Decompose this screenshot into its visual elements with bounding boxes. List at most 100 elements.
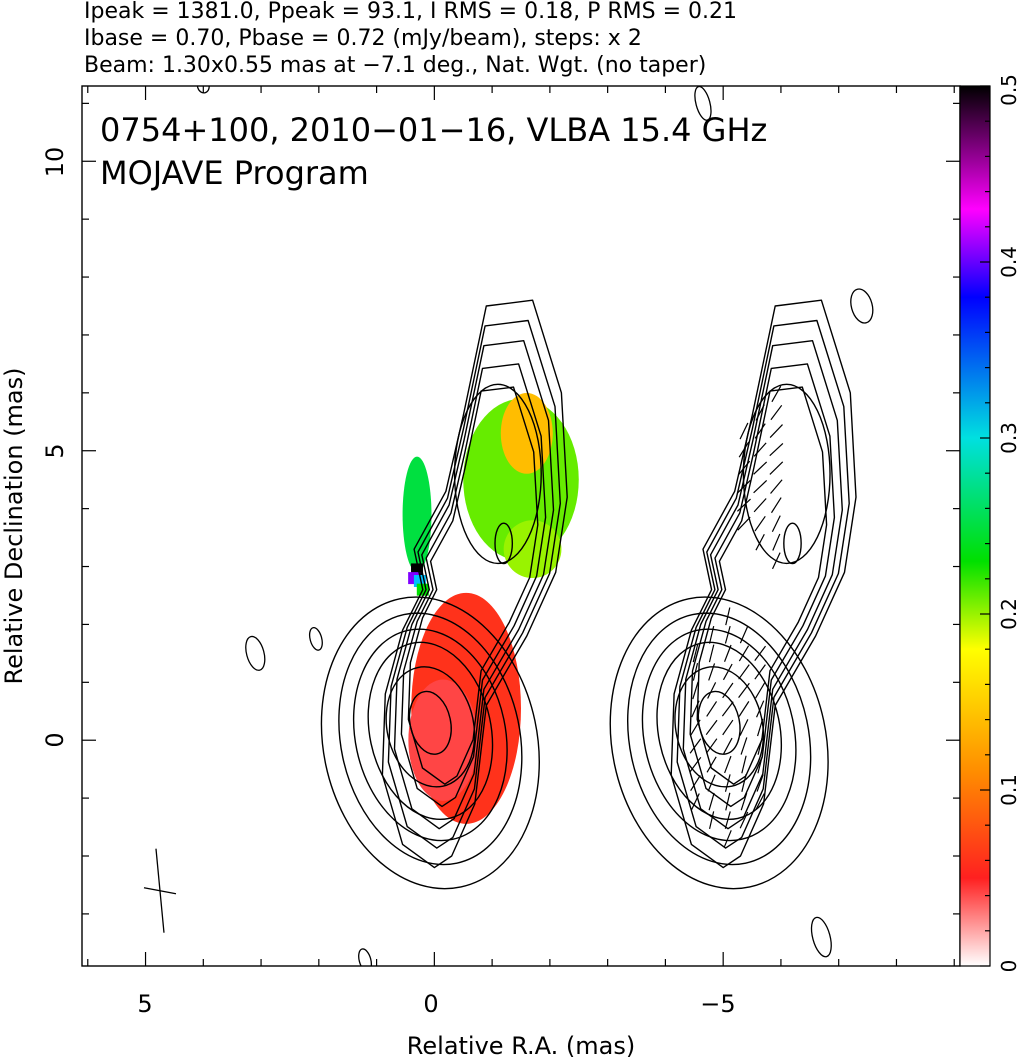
- header-intensity-stats: Ipeak = 1381.0, Ppeak = 93.1, I RMS = 0.…: [84, 0, 737, 24]
- left-core-contour-5: [320, 596, 540, 890]
- evpa-stick-65: [737, 460, 751, 476]
- evpa-stick-54: [755, 533, 765, 551]
- evpa-stick-61: [770, 497, 782, 514]
- evpa-stick-10: [707, 774, 716, 792]
- evpa-stick-22: [740, 737, 748, 755]
- evpa-stick-71: [739, 422, 749, 440]
- polarization-region-5: [402, 456, 432, 573]
- evpa-stick-32: [738, 701, 750, 717]
- beam-minor-axis: [143, 887, 177, 895]
- evpa-stick-37: [738, 682, 750, 698]
- evpa-stick-55: [772, 533, 781, 551]
- evpa-stick-18: [757, 755, 763, 774]
- y-tick-label-0: 0: [41, 732, 69, 747]
- chart-title: 0754+100, 2010−01−16, VLBA 15.4 GHz: [100, 111, 767, 149]
- left-extended-contour-1: [494, 522, 514, 565]
- evpa-stick-4: [691, 793, 700, 810]
- evpa-stick-9: [690, 775, 701, 791]
- evpa-stick-8: [755, 793, 765, 810]
- right-core-contour-2: [656, 641, 783, 821]
- colorbar-label-0.4: 0.4: [997, 246, 1021, 278]
- evpa-stick-44: [692, 644, 699, 663]
- evpa-stick-34: [692, 681, 699, 700]
- left-jet-contour-1: [387, 319, 561, 849]
- evpa-stick-73: [769, 424, 783, 438]
- evpa-stick-56: [737, 516, 751, 531]
- evpa-stick-72: [754, 423, 766, 439]
- colorbar-label-0.3: 0.3: [997, 422, 1021, 454]
- evpa-stick-0: [723, 830, 732, 848]
- noise-blob-3: [850, 288, 874, 324]
- x-tick-label-5: 5: [137, 990, 152, 1018]
- evpa-stick-63: [753, 479, 768, 494]
- left-extended-contour-0: [453, 383, 542, 565]
- evpa-stick-3: [739, 811, 749, 829]
- evpa-stick-74: [755, 404, 765, 421]
- evpa-stick-21: [723, 737, 733, 755]
- evpa-stick-1: [708, 811, 715, 830]
- evpa-stick-29: [691, 700, 700, 718]
- evpa-stick-35: [707, 682, 717, 699]
- evpa-stick-62: [737, 479, 751, 494]
- evpa-stick-57: [754, 515, 766, 532]
- evpa-stick-5: [708, 792, 715, 811]
- y-axis-label: Relative Declination (mas): [0, 367, 28, 684]
- evpa-stick-52: [725, 607, 731, 626]
- evpa-stick-67: [769, 461, 784, 475]
- header-beam-info: Beam: 1.30x0.55 mas at −7.1 deg., Nat. W…: [84, 53, 707, 78]
- evpa-stick-49: [708, 625, 715, 644]
- colorbar: [959, 85, 991, 967]
- evpa-stick-25: [705, 719, 718, 736]
- polarization-region-4: [500, 392, 553, 474]
- evpa-stick-76: [771, 385, 782, 403]
- evpa-stick-69: [753, 442, 767, 457]
- right-extended-contour-1: [783, 522, 802, 565]
- right-core-contour-3: [641, 628, 797, 842]
- evpa-stick-16: [724, 755, 732, 774]
- evpa-stick-39: [692, 662, 699, 681]
- evpa-stick-24: [690, 719, 701, 736]
- evpa-stick-19: [689, 738, 702, 754]
- evpa-sticks: [689, 385, 784, 848]
- evpa-stick-33: [756, 700, 765, 718]
- evpa-stick-40: [708, 663, 716, 681]
- noise-blob-6: [196, 86, 210, 94]
- evpa-stick-64: [770, 479, 783, 494]
- right-jet-contour-3: [689, 363, 836, 808]
- evpa-stick-28: [756, 718, 764, 737]
- header-base-levels: Ibase = 0.70, Pbase = 0.72 (mJy/beam), s…: [84, 26, 642, 51]
- evpa-stick-68: [738, 441, 750, 458]
- evpa-stick-11: [724, 774, 731, 792]
- evpa-stick-6: [725, 792, 731, 811]
- evpa-stick-48: [754, 645, 767, 661]
- evpa-stick-26: [722, 719, 734, 736]
- y-tick-label-10: 10: [41, 147, 69, 178]
- evpa-stick-2: [724, 811, 731, 829]
- evpa-stick-7: [740, 792, 748, 811]
- evpa-stick-60: [753, 498, 767, 513]
- left-core-contour-4: [338, 612, 523, 866]
- polarization-region-3: [503, 520, 562, 579]
- left-core-contour-1: [385, 666, 476, 788]
- evpa-stick-20: [705, 738, 718, 754]
- fractional-polarization-color-map: [402, 392, 579, 824]
- left-jet-contour-3: [400, 363, 547, 808]
- evpa-stick-50: [724, 625, 731, 644]
- x-tick-label-minus-5: −5: [700, 990, 735, 1018]
- evpa-stick-53: [771, 552, 781, 570]
- evpa-stick-14: [689, 756, 702, 773]
- evpa-stick-23: [757, 737, 763, 755]
- noise-blob-2: [358, 948, 373, 966]
- evpa-stick-36: [722, 682, 734, 699]
- evpa-stick-30: [706, 701, 718, 717]
- evpa-stick-43: [754, 664, 766, 680]
- evpa-stick-13: [756, 774, 764, 792]
- evpa-stick-59: [736, 498, 751, 512]
- left-jet-contour-0: [381, 299, 568, 869]
- evpa-stick-15: [706, 756, 717, 773]
- right-jet-contour-1: [676, 319, 850, 849]
- noise-blob-4: [810, 916, 832, 958]
- axis-ticks: [82, 86, 960, 966]
- colorbar-ticks: [980, 85, 990, 967]
